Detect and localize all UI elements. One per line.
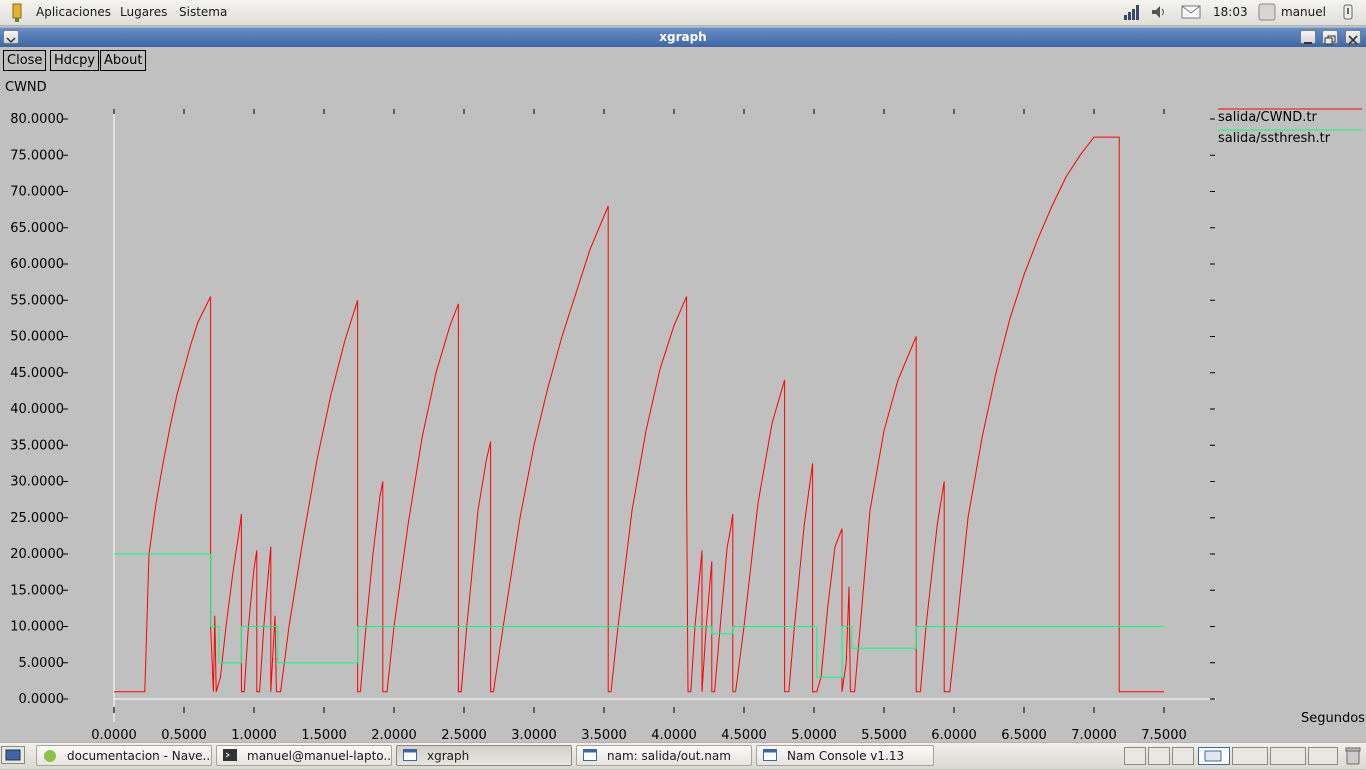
browser-icon bbox=[43, 749, 57, 762]
window-titlebar[interactable]: xgraph bbox=[0, 27, 1366, 47]
menu-sistema[interactable]: Sistema bbox=[179, 5, 227, 19]
network-signal-icon[interactable] bbox=[1123, 3, 1141, 25]
series-line-1 bbox=[114, 554, 1164, 677]
minimize-button[interactable] bbox=[1300, 30, 1316, 44]
x-tick-label: 1.5000 bbox=[301, 728, 347, 742]
y-tick-label: 35.0000 bbox=[10, 438, 64, 453]
x-tick-label: 4.0000 bbox=[651, 728, 697, 742]
maximize-button[interactable] bbox=[1322, 30, 1338, 44]
y-tick-label: 70.0000 bbox=[10, 185, 64, 200]
y-tick-label: 10.0000 bbox=[10, 620, 64, 635]
x-tick-label: 6.0000 bbox=[931, 728, 977, 742]
y-tick-label: 50.0000 bbox=[10, 330, 64, 345]
task-nam[interactable]: nam: salida/out.nam bbox=[576, 745, 752, 766]
y-tick-label: 60.0000 bbox=[10, 257, 64, 272]
legend-label-1: salida/ssthresh.tr bbox=[1218, 131, 1331, 146]
task-label: nam: salida/out.nam bbox=[607, 746, 731, 766]
window-icon bbox=[403, 749, 417, 762]
y-tick-label: 0.0000 bbox=[19, 692, 65, 707]
user-icon bbox=[1258, 3, 1276, 25]
x-tick-label: 3.5000 bbox=[581, 728, 627, 742]
series-line-0 bbox=[114, 137, 1164, 692]
gnome-foot-icon[interactable] bbox=[10, 2, 24, 27]
task-label: xgraph bbox=[427, 746, 469, 766]
x-tick-label: 2.5000 bbox=[441, 728, 487, 742]
window-title: xgraph bbox=[0, 30, 1366, 44]
legend-label-0: salida/CWND.tr bbox=[1218, 110, 1317, 125]
y-tick-label: 45.0000 bbox=[10, 366, 64, 381]
show-desktop-button[interactable] bbox=[1, 746, 25, 764]
window-icon bbox=[763, 749, 777, 762]
y-tick-label: 55.0000 bbox=[10, 293, 64, 308]
trash-icon[interactable] bbox=[1344, 746, 1362, 770]
workspace-7[interactable] bbox=[1308, 747, 1338, 765]
y-tick-label: 75.0000 bbox=[10, 148, 64, 163]
task-nam-console[interactable]: Nam Console v1.13 bbox=[756, 745, 934, 766]
clock[interactable]: 18:03 bbox=[1213, 5, 1248, 19]
task-label: manuel@manuel-lapto... bbox=[247, 746, 392, 766]
workspace-4[interactable] bbox=[1198, 747, 1230, 765]
workspace-3[interactable] bbox=[1172, 747, 1194, 765]
task-xgraph[interactable]: xgraph bbox=[396, 745, 572, 766]
x-tick-label: 0.5000 bbox=[161, 728, 207, 742]
task-browser[interactable]: documentacion - Nave... bbox=[36, 745, 212, 766]
y-tick-label: 5.0000 bbox=[19, 656, 65, 671]
volume-icon[interactable] bbox=[1150, 3, 1168, 25]
x-tick-label: 7.5000 bbox=[1141, 728, 1187, 742]
y-tick-label: 15.0000 bbox=[10, 583, 64, 598]
workspace-5[interactable] bbox=[1232, 747, 1268, 765]
y-tick-label: 65.0000 bbox=[10, 221, 64, 236]
top-panel: Aplicaciones Lugares Sistema 18:03 manue… bbox=[0, 0, 1366, 26]
x-tick-label: 4.5000 bbox=[721, 728, 767, 742]
y-tick-label: 20.0000 bbox=[10, 547, 64, 562]
cwnd-chart: 0.0000 5.0000 10.0000 15.0000 20.0000 25.0000… bbox=[0, 47, 1366, 742]
logout-icon[interactable] bbox=[1341, 3, 1355, 25]
x-tick-label: 3.0000 bbox=[511, 728, 557, 742]
x-tick-label: 5.5000 bbox=[861, 728, 907, 742]
x-tick-label: 0.0000 bbox=[91, 728, 137, 742]
workspace-2[interactable] bbox=[1148, 747, 1170, 765]
terminal-icon bbox=[223, 749, 237, 762]
x-tick-label: 1.0000 bbox=[231, 728, 277, 742]
x-tick-label: 2.0000 bbox=[371, 728, 417, 742]
workspace-6[interactable] bbox=[1270, 747, 1306, 765]
xgraph-content: Close Hdcpy About CWND Segundos 0.0000 5.… bbox=[0, 47, 1366, 742]
window-icon bbox=[583, 749, 597, 762]
y-tick-label: 40.0000 bbox=[10, 402, 64, 417]
workspace-1[interactable] bbox=[1124, 747, 1146, 765]
task-terminal[interactable]: manuel@manuel-lapto... bbox=[216, 745, 392, 766]
bottom-panel: documentacion - Nave... manuel@manuel-la… bbox=[0, 742, 1366, 769]
close-window-button[interactable] bbox=[1345, 30, 1361, 44]
x-tick-label: 7.0000 bbox=[1071, 728, 1117, 742]
menu-aplicaciones[interactable]: Aplicaciones bbox=[36, 5, 111, 19]
y-tick-label: 25.0000 bbox=[10, 511, 64, 526]
mail-icon[interactable] bbox=[1181, 3, 1201, 25]
x-tick-label: 6.5000 bbox=[1001, 728, 1047, 742]
task-label: Nam Console v1.13 bbox=[787, 746, 904, 766]
menu-lugares[interactable]: Lugares bbox=[120, 5, 167, 19]
x-tick-label: 5.0000 bbox=[791, 728, 837, 742]
y-tick-label: 30.0000 bbox=[10, 475, 64, 490]
task-label: documentacion - Nave... bbox=[67, 746, 212, 766]
y-tick-label: 80.0000 bbox=[10, 112, 64, 127]
user-name[interactable]: manuel bbox=[1281, 5, 1326, 19]
